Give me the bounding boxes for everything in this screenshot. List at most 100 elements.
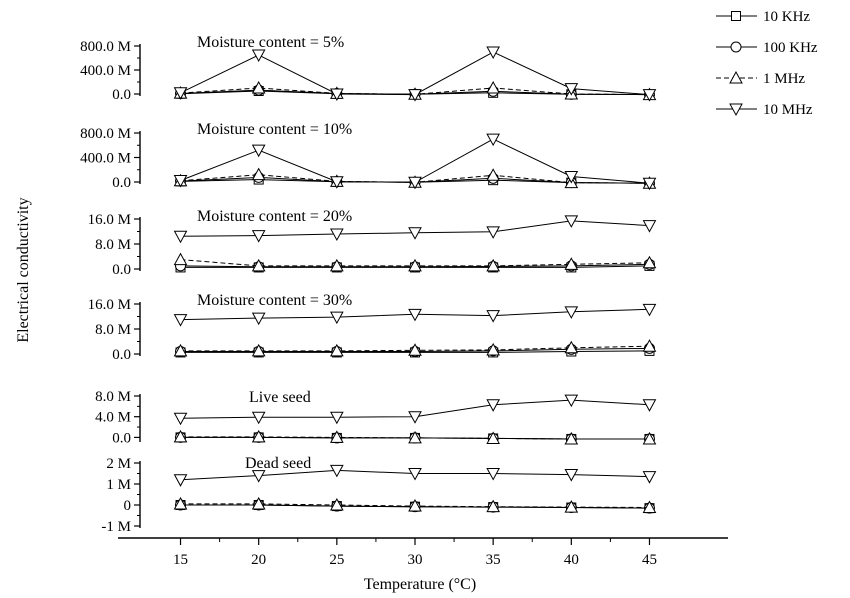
data-point xyxy=(173,474,188,487)
data-point xyxy=(173,496,188,510)
data-point xyxy=(251,49,266,63)
legend-marker xyxy=(730,41,742,53)
data-point xyxy=(408,468,422,481)
data-point xyxy=(251,80,266,94)
legend-entry-10-mhz: 10 MHz xyxy=(716,102,813,118)
series-10-mhz xyxy=(173,394,657,426)
y-tick-label: 16.0 M xyxy=(88,297,131,313)
y-tick-label: 8.0 M xyxy=(95,237,131,253)
data-point xyxy=(564,257,579,270)
data-point xyxy=(251,258,266,272)
data-point xyxy=(486,431,501,444)
data-point xyxy=(408,343,422,356)
x-tick-label: 15 xyxy=(173,552,188,568)
legend-label: 1 MHz xyxy=(763,71,805,87)
data-point xyxy=(486,310,501,323)
data-point xyxy=(173,252,188,266)
data-point xyxy=(408,176,422,190)
panel-5: 0.0 4.0 M 8.0 M Live seed xyxy=(95,389,657,446)
data-point xyxy=(329,88,344,102)
data-point xyxy=(486,133,501,147)
data-point xyxy=(642,89,657,102)
data-point xyxy=(564,469,579,482)
data-point xyxy=(486,168,501,181)
data-point xyxy=(642,339,657,352)
data-point xyxy=(329,258,344,272)
data-point xyxy=(486,226,501,239)
series-10-mhz xyxy=(173,46,657,102)
data-point xyxy=(251,312,266,326)
data-point xyxy=(329,411,344,425)
legend-label: 100 KHz xyxy=(763,40,818,56)
x-axis-label: Temperature (°C) xyxy=(364,576,476,593)
legend-marker xyxy=(729,103,743,117)
data-point xyxy=(486,468,501,481)
panel-title: Moisture content = 20% xyxy=(197,208,352,225)
data-point xyxy=(564,83,579,96)
data-point xyxy=(408,308,422,322)
data-point xyxy=(486,342,501,356)
panel-title: Moisture content = 5% xyxy=(197,34,344,51)
data-point xyxy=(486,399,501,412)
y-tick-label: 1 M xyxy=(106,477,131,493)
x-tick-label: 35 xyxy=(486,552,501,568)
data-point xyxy=(251,496,266,510)
data-point xyxy=(408,499,422,512)
legend-marker xyxy=(731,11,741,21)
data-point xyxy=(564,394,579,408)
panel-title: Moisture content = 30% xyxy=(197,292,352,309)
y-tick-label: 8.0 M xyxy=(95,389,131,405)
series-1-mhz xyxy=(173,252,657,272)
legend-label: 10 KHz xyxy=(763,9,810,25)
data-point xyxy=(642,303,657,317)
data-point xyxy=(486,80,501,94)
series-1-mhz xyxy=(173,339,657,357)
series-10-mhz xyxy=(173,464,657,487)
data-point xyxy=(173,87,188,100)
data-point xyxy=(564,306,579,319)
panel-title: Dead seed xyxy=(245,455,311,472)
data-point xyxy=(642,177,657,191)
y-tick-label: 400.0 M xyxy=(80,151,131,167)
panel-1: 0.0 400.0 M 800.0 M Moisture content = 5% xyxy=(80,34,657,103)
data-point xyxy=(642,500,657,514)
data-point xyxy=(251,411,266,425)
data-point xyxy=(251,470,266,483)
x-tick-label: 30 xyxy=(408,552,423,568)
y-tick-label: 0.0 xyxy=(112,87,131,103)
data-point xyxy=(329,430,344,443)
data-point xyxy=(564,340,579,354)
data-point xyxy=(642,399,657,412)
y-tick-label: 0.0 xyxy=(112,347,131,363)
legend-entry-100-khz: 100 KHz xyxy=(716,40,818,56)
y-tick-label: -1 M xyxy=(101,519,131,535)
data-point xyxy=(173,343,188,357)
data-point xyxy=(329,497,344,511)
panel-title: Moisture content = 10% xyxy=(197,121,352,138)
y-tick-label: 0 xyxy=(124,498,132,514)
y-tick-label: 800.0 M xyxy=(80,39,131,55)
data-point xyxy=(564,170,579,184)
data-point xyxy=(173,314,188,327)
x-axis: 15 20 25 30 35 40 45 xyxy=(118,537,728,568)
y-tick-label: 0.0 xyxy=(112,262,131,278)
data-point xyxy=(486,46,501,60)
panel-2: 0.0 400.0 M 800.0 M Moisture content = 10% xyxy=(80,121,657,191)
legend-label: 10 MHz xyxy=(763,102,813,118)
data-point xyxy=(408,89,422,102)
data-point xyxy=(564,500,579,513)
data-point xyxy=(251,343,266,357)
data-point xyxy=(329,311,344,325)
y-tick-label: 400.0 M xyxy=(80,63,131,79)
data-point xyxy=(329,176,344,189)
legend-marker xyxy=(729,70,743,84)
data-point xyxy=(486,499,501,513)
data-point xyxy=(173,230,188,244)
series-10-mhz xyxy=(173,215,657,244)
data-point xyxy=(251,230,266,243)
x-tick-label: 25 xyxy=(329,552,344,568)
series-10-mhz xyxy=(173,133,657,191)
data-point xyxy=(642,220,657,233)
data-point xyxy=(329,464,344,478)
